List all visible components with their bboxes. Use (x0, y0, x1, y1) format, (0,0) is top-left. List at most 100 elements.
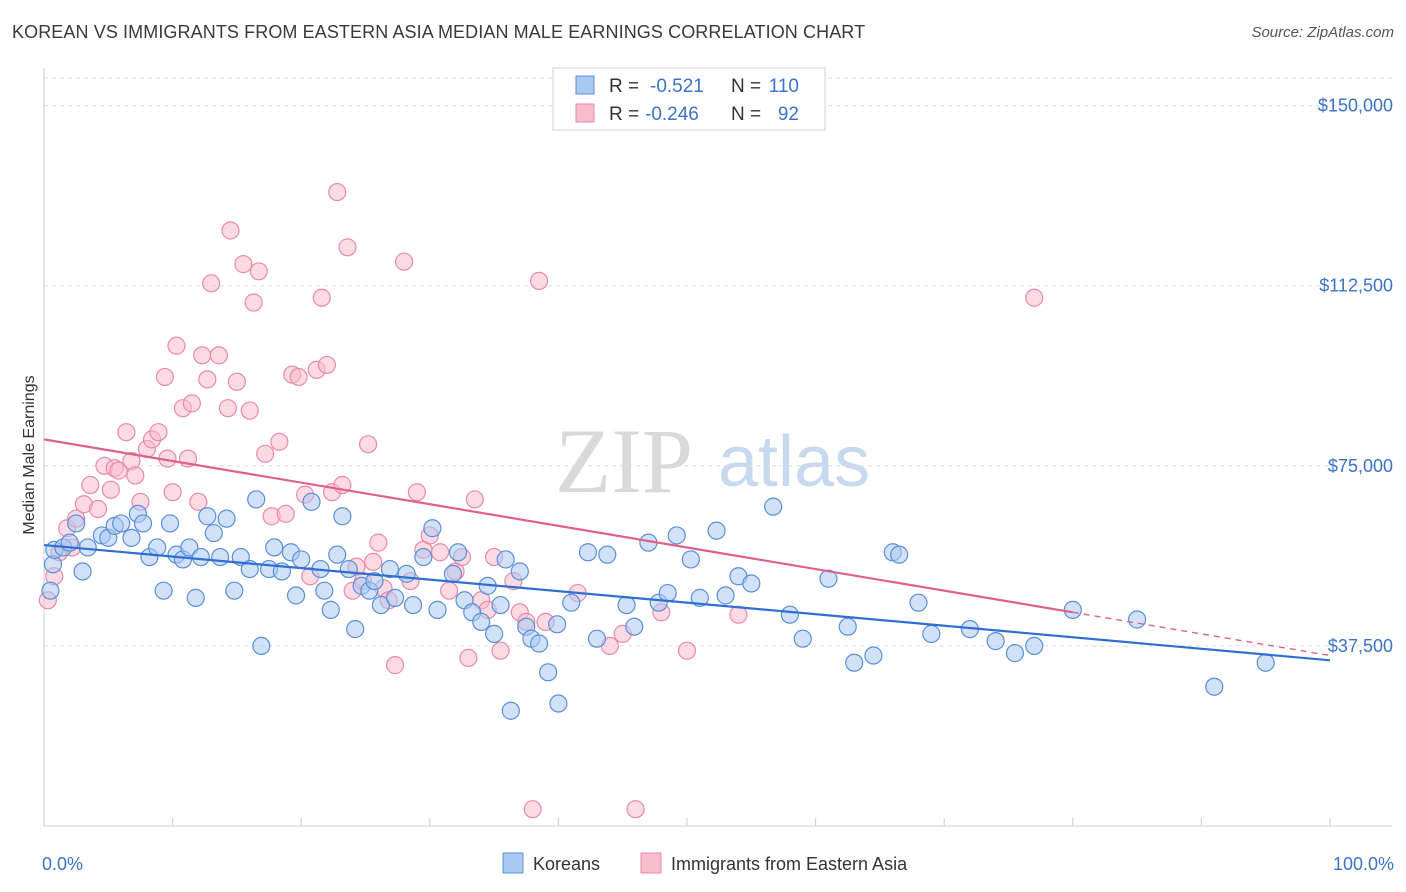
y-tick-label: $75,000 (1328, 456, 1393, 476)
koreans-point (1063, 600, 1082, 619)
koreans-point (986, 632, 1005, 651)
koreans-point (448, 543, 468, 562)
koreans-point (890, 545, 909, 564)
koreans-point (587, 629, 607, 648)
immigrants-point (227, 372, 246, 391)
legend-n-value-1: 110 (769, 76, 799, 97)
koreans-point (922, 624, 941, 643)
y-tick-labels: $37,500 $75,000 $112,500 $150,000 (1318, 96, 1393, 656)
immigrants-point (407, 483, 427, 502)
koreans-point (1256, 653, 1275, 672)
immigrants-point (221, 221, 240, 240)
bottom-legend: Koreans Immigrants from Eastern Asia (502, 852, 908, 874)
bottom-legend-swatch-immigrants (640, 852, 662, 874)
legend-n-label-2: N = (731, 104, 761, 125)
koreans-point (690, 588, 709, 607)
koreans-point (510, 562, 529, 581)
immigrants-point (369, 533, 388, 552)
koreans-point (211, 547, 230, 567)
koreans-point (380, 559, 400, 579)
y-axis-title: Median Male Earnings (21, 375, 38, 534)
koreans-point (549, 694, 568, 713)
immigrants-point (182, 394, 201, 413)
immigrants-point (465, 490, 484, 509)
immigrants-point (328, 182, 347, 202)
immigrants-point (364, 552, 383, 571)
legend-n-label-1: N = (731, 76, 761, 97)
koreans-point (681, 550, 700, 569)
legend-n-value-2: 92 (778, 104, 799, 125)
koreans-point (562, 593, 581, 612)
immigrants-point (244, 293, 263, 312)
immigrants-point (189, 492, 208, 511)
koreans-point (548, 615, 567, 634)
koreans-point (302, 492, 321, 511)
bottom-legend-swatch-koreans (502, 852, 524, 874)
immigrants-point (167, 336, 186, 355)
koreans-point (339, 559, 358, 579)
koreans-point (247, 490, 266, 509)
koreans-point (658, 583, 677, 603)
koreans-point (286, 586, 306, 605)
immigrants-point (289, 367, 308, 387)
legend: R = -0.521 N = 110 R = -0.246 N = 92 (552, 67, 826, 131)
immigrants-point (385, 656, 405, 675)
koreans-point (485, 624, 504, 643)
immigrants-point (491, 641, 510, 660)
immigrants-point (109, 461, 128, 480)
koreans-point (204, 523, 223, 543)
koreans-point (73, 562, 92, 581)
koreans-point (864, 646, 883, 665)
koreans-point (1127, 610, 1147, 629)
x-tick-label-min: 0.0% (42, 854, 83, 874)
y-tick-label: $37,500 (1328, 636, 1393, 656)
koreans-point (292, 550, 311, 569)
immigrants-point (117, 423, 136, 442)
koreans-point (578, 543, 598, 562)
koreans-point (346, 619, 365, 639)
koreans-point (371, 595, 391, 615)
watermark-zip: ZIP (555, 410, 693, 512)
koreans-point (423, 519, 442, 538)
koreans-point (191, 547, 210, 567)
immigrants-point (338, 238, 357, 257)
koreans-point (845, 653, 864, 672)
koreans-point (742, 574, 761, 593)
chart-title: KOREAN VS IMMIGRANTS FROM EASTERN ASIA M… (12, 22, 866, 42)
immigrants-point (256, 444, 275, 463)
immigrants-point (218, 399, 237, 418)
immigrants-point (276, 504, 295, 523)
koreans-point (780, 605, 799, 624)
koreans-point (160, 514, 180, 533)
koreans-point (252, 636, 271, 656)
immigrants-point (81, 475, 100, 495)
immigrants-point (626, 800, 645, 819)
legend-r-value-2: -0.246 (645, 104, 699, 125)
koreans-point (625, 617, 644, 636)
immigrants-point (394, 252, 414, 271)
y-tick-label: $150,000 (1318, 96, 1393, 116)
immigrants-point (439, 581, 459, 600)
koreans-point (321, 600, 340, 619)
bottom-legend-immigrants: Immigrants from Eastern Asia (671, 854, 908, 874)
koreans-point (333, 507, 352, 526)
immigrants-point (198, 370, 217, 389)
koreans-point (598, 545, 617, 564)
koreans-point (716, 586, 735, 605)
immigrants-point (358, 435, 378, 454)
koreans-point (909, 593, 928, 612)
legend-r-label-1: R = (609, 76, 639, 97)
koreans-point (365, 571, 384, 591)
immigrants-point (312, 288, 331, 307)
legend-swatch-immigrants (575, 103, 595, 123)
immigrants-point (155, 367, 174, 387)
koreans-point (186, 588, 205, 607)
koreans-point (793, 629, 812, 648)
immigrants-point (430, 543, 450, 562)
axes (43, 68, 1392, 827)
koreans-point (667, 526, 686, 545)
koreans-point (539, 663, 558, 682)
koreans-point (148, 538, 167, 557)
immigrants-point (240, 401, 259, 420)
immigrants-point (317, 355, 337, 375)
